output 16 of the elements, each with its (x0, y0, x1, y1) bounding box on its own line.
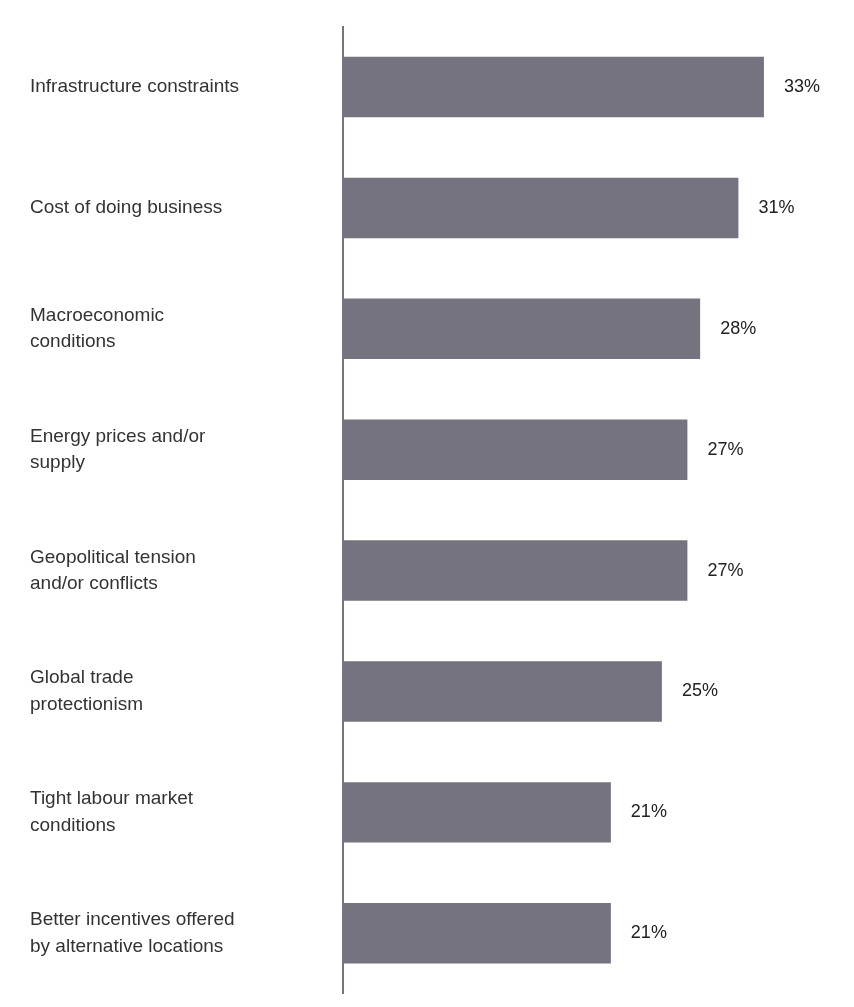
data-label: 28% (720, 317, 757, 338)
y-tick-label: Macroeconomic conditions (30, 303, 165, 352)
y-tick-label: Global trade protectionism (30, 666, 143, 715)
data-label: 21% (630, 801, 667, 822)
y-tick-label: Tight labour market conditions (30, 787, 194, 835)
data-label: 25% (681, 680, 718, 701)
data-label: 31% (758, 196, 795, 217)
data-label: 21% (630, 922, 667, 943)
y-tick-label: Energy prices and/or supply (30, 424, 206, 473)
y-tick-label: Infrastructure constraints (30, 75, 240, 97)
data-label: 27% (707, 559, 744, 580)
y-tick-label: Geopolitical tension and/or conflicts (30, 545, 196, 594)
y-tick-label: Cost of doing business (30, 196, 223, 218)
data-label: 33% (783, 76, 820, 97)
data-label: 27% (707, 438, 744, 459)
y-tick-label: Better incentives offered by alternative locations (30, 908, 235, 956)
